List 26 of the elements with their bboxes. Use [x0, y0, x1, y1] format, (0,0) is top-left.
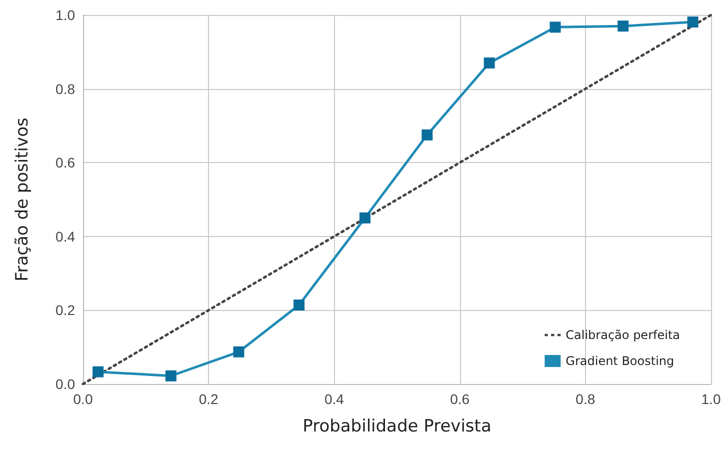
x-tick-label: 0.0 [73, 391, 93, 407]
point [92, 366, 104, 378]
y-tick-label: 0.6 [56, 154, 76, 171]
point [359, 212, 370, 224]
y-tick-label: 0.2 [56, 302, 76, 318]
x-tick-label: 0.6 [450, 391, 470, 407]
y-tick-label: 1.0 [56, 7, 76, 23]
y-tick-label: 0.0 [56, 376, 76, 392]
y-axis-title: Fração de positivos [12, 118, 32, 282]
point [422, 129, 433, 140]
x-tick-label: 0.4 [324, 391, 344, 407]
y-tick-label: 0.8 [56, 80, 76, 97]
point [484, 57, 495, 68]
point [233, 346, 244, 358]
point [294, 300, 305, 311]
point [687, 16, 698, 28]
x-axis-title: Probabilidade Prevista [302, 416, 492, 436]
legend-label: Calibração perfeita [566, 328, 680, 342]
legend-label: Gradient Boosting [566, 354, 674, 368]
x-tick-label: 1.0 [701, 391, 721, 407]
y-tick-label: 0.4 [56, 228, 76, 244]
point [618, 20, 629, 32]
point [550, 22, 561, 33]
x-tick-label: 0.2 [198, 391, 219, 407]
x-tick-label: 0.8 [576, 391, 596, 407]
point [165, 370, 176, 382]
